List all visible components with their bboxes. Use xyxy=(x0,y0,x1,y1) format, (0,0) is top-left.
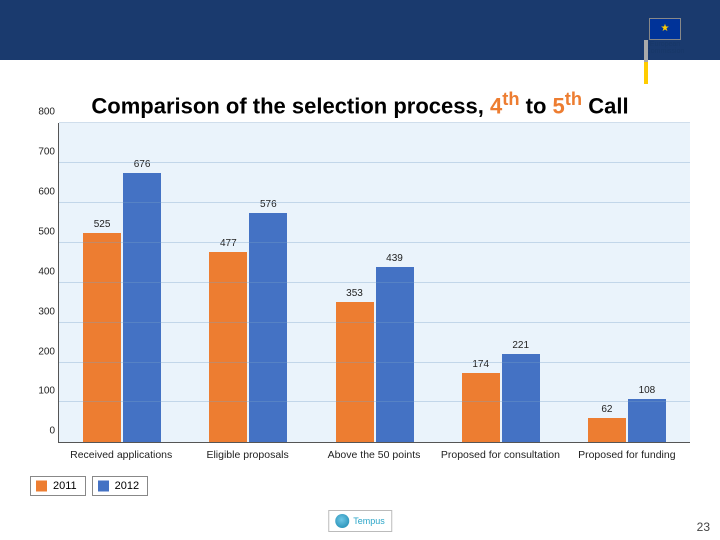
chart-gridline xyxy=(59,362,690,363)
title-accent-2: 5 xyxy=(553,93,565,118)
chart-bar-value: 525 xyxy=(94,219,111,230)
chart: 52567647757635343917422162108 0100200300… xyxy=(30,123,690,462)
chart-ytick: 400 xyxy=(31,266,55,277)
ec-logo-bars xyxy=(644,40,648,84)
chart-xlabel: Eligible proposals xyxy=(184,443,310,462)
program-logo: Tempus xyxy=(328,510,392,532)
chart-gridline xyxy=(59,242,690,243)
chart-xlabel: Proposed for funding xyxy=(564,443,690,462)
chart-bar-groups: 52567647757635343917422162108 xyxy=(59,123,690,442)
chart-xlabel: Proposed for consultation xyxy=(437,443,563,462)
slide-title: Comparison of the selection process, 4th… xyxy=(0,88,720,119)
chart-ytick: 0 xyxy=(31,426,55,437)
chart-group: 353 439 xyxy=(311,123,437,442)
chart-ytick: 100 xyxy=(31,386,55,397)
chart-ytick: 500 xyxy=(31,226,55,237)
chart-gridline xyxy=(59,162,690,163)
chart-group: 525 676 xyxy=(59,123,185,442)
legend-item: 2012 xyxy=(92,476,148,496)
chart-ytick: 300 xyxy=(31,306,55,317)
chart-x-labels: Received applicationsEligible proposalsA… xyxy=(58,443,690,462)
ec-logo: ★ European Commission xyxy=(630,18,700,78)
title-sup-2: th xyxy=(565,88,582,109)
chart-gridline xyxy=(59,202,690,203)
title-accent-1: 4 xyxy=(490,93,502,118)
chart-ytick: 800 xyxy=(31,107,55,118)
chart-group: 174221 xyxy=(438,123,564,442)
ec-logo-text: European Commission xyxy=(630,41,700,56)
chart-gridline xyxy=(59,122,690,123)
header-band: ★ European Commission xyxy=(0,0,720,60)
chart-group: 477576 xyxy=(185,123,311,442)
chart-bar-value: 353 xyxy=(346,288,363,299)
chart-bar: 439 xyxy=(376,267,414,442)
legend-swatch xyxy=(36,480,47,491)
chart-bar: 576 xyxy=(249,213,287,443)
chart-group: 62108 xyxy=(564,123,690,442)
chart-gridline xyxy=(59,322,690,323)
chart-xlabel: Received applications xyxy=(58,443,184,462)
chart-bar-value: 62 xyxy=(601,404,612,415)
chart-bar: 477 xyxy=(209,252,247,442)
legend-swatch xyxy=(98,480,109,491)
chart-bar: 174 xyxy=(462,373,500,442)
chart-bar-value: 221 xyxy=(512,340,529,351)
chart-gridline xyxy=(59,282,690,283)
slide-number: 23 xyxy=(697,520,710,534)
chart-plot-area: 52567647757635343917422162108 0100200300… xyxy=(58,123,690,443)
chart-bar-value: 108 xyxy=(639,385,656,396)
chart-ytick: 600 xyxy=(31,187,55,198)
chart-ytick: 700 xyxy=(31,147,55,158)
globe-icon xyxy=(335,514,349,528)
title-suffix: Call xyxy=(582,93,628,118)
legend-item: 2011 xyxy=(30,476,86,496)
chart-bar-value: 439 xyxy=(386,253,403,264)
chart-xlabel: Above the 50 points xyxy=(311,443,437,462)
program-label: Tempus xyxy=(353,516,385,526)
chart-bar: 525 xyxy=(83,233,121,442)
chart-bar: 62 xyxy=(588,418,626,443)
chart-bar-value: 477 xyxy=(220,238,237,249)
chart-bar-value: 676 xyxy=(134,159,151,170)
eu-flag-icon: ★ xyxy=(649,18,681,40)
chart-legend: 2011 2012 xyxy=(30,476,720,496)
chart-gridline xyxy=(59,401,690,402)
title-sup-1: th xyxy=(502,88,519,109)
title-prefix: Comparison of the selection process, xyxy=(91,93,490,118)
chart-bar-value: 576 xyxy=(260,199,277,210)
chart-bar: 108 xyxy=(628,399,666,442)
chart-bar: 221 xyxy=(502,354,540,442)
title-mid: to xyxy=(520,93,553,118)
chart-ytick: 200 xyxy=(31,346,55,357)
